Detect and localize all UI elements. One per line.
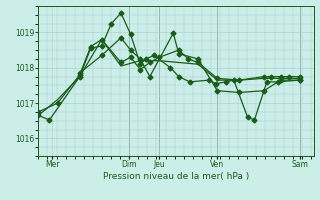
X-axis label: Pression niveau de la mer( hPa ): Pression niveau de la mer( hPa ) <box>103 172 249 181</box>
